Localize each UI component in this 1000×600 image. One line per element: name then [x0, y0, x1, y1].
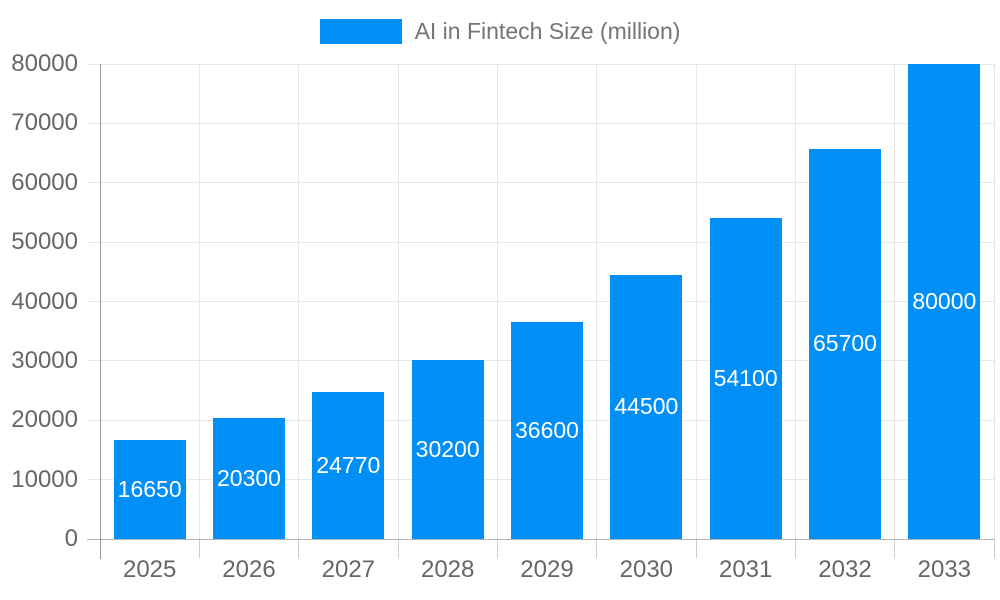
bar[interactable]: 80000: [908, 64, 981, 539]
gridline-v: [397, 64, 399, 539]
x-axis-tick: [794, 539, 796, 558]
x-axis-tick: [397, 539, 399, 558]
bar[interactable]: 44500: [610, 274, 683, 539]
gridline-v: [198, 64, 200, 539]
gridline-v: [894, 64, 896, 539]
gridline-h: [87, 122, 994, 124]
y-tick-label: 20000: [11, 406, 78, 434]
bar-value-label: 54100: [713, 364, 778, 391]
y-axis-line: [100, 64, 101, 559]
bar-value-label: 30200: [415, 435, 480, 462]
gridline-v: [993, 64, 995, 539]
x-axis-tick: [894, 539, 896, 558]
x-tick-label: 2030: [619, 556, 674, 583]
gridline-v: [298, 64, 300, 539]
bar[interactable]: 36600: [511, 321, 583, 539]
y-tick-label: 70000: [11, 109, 78, 137]
bar[interactable]: 20300: [213, 418, 285, 539]
y-tick-label: 80000: [11, 50, 78, 77]
bar[interactable]: 30200: [411, 359, 484, 539]
gridline-v: [794, 64, 796, 539]
x-tick-label: 2025: [122, 556, 177, 583]
bar-value-label: 65700: [813, 330, 877, 357]
x-tick-label: 2028: [420, 556, 475, 583]
gridline-v: [596, 64, 598, 539]
y-tick-label: 10000: [11, 465, 78, 493]
gridline-h: [87, 241, 994, 243]
x-axis-tick: [993, 539, 995, 558]
bar[interactable]: 65700: [809, 148, 881, 539]
x-tick-label: 2029: [520, 556, 574, 583]
bar[interactable]: 24770: [312, 391, 385, 539]
y-tick-label: 60000: [11, 168, 78, 196]
x-axis-tick: [596, 539, 598, 558]
bar[interactable]: 16650: [113, 440, 186, 539]
gridline-h: [87, 301, 994, 302]
bar-value-label: 16650: [117, 476, 182, 503]
gridline-h: [87, 63, 994, 65]
x-axis-tick: [198, 539, 200, 558]
y-tick-label: 40000: [11, 287, 78, 315]
x-axis-tick: [298, 539, 300, 558]
bar-value-label: 36600: [515, 416, 579, 443]
bar-value-label: 20300: [217, 465, 281, 492]
y-tick-label: 0: [64, 525, 78, 552]
x-axis-line: [87, 538, 994, 540]
bar[interactable]: 54100: [709, 217, 782, 539]
legend-label: AI in Fintech Size (million): [414, 18, 681, 44]
y-tick-label: 50000: [11, 228, 78, 256]
bar-value-label: 44500: [614, 393, 679, 420]
legend[interactable]: AI in Fintech Size (million): [0, 16, 1000, 46]
gridline-v: [496, 64, 498, 539]
x-axis-tick: [695, 539, 697, 558]
x-tick-label: 2032: [818, 556, 872, 583]
x-tick-label: 2026: [222, 556, 276, 583]
legend-swatch: [319, 18, 402, 44]
y-tick-label: 30000: [11, 346, 78, 374]
gridline-h: [87, 182, 994, 184]
x-tick-label: 2027: [321, 556, 376, 583]
x-tick-label: 2031: [718, 556, 773, 583]
bar-value-label: 80000: [912, 288, 977, 314]
gridline-v: [695, 64, 697, 539]
bar-value-label: 24770: [316, 451, 381, 478]
x-axis-tick: [496, 539, 498, 558]
x-tick-label: 2033: [917, 556, 972, 583]
plot-area: 16650 20300 24770 30200 36600 44500 54100 65700…: [87, 63, 995, 559]
